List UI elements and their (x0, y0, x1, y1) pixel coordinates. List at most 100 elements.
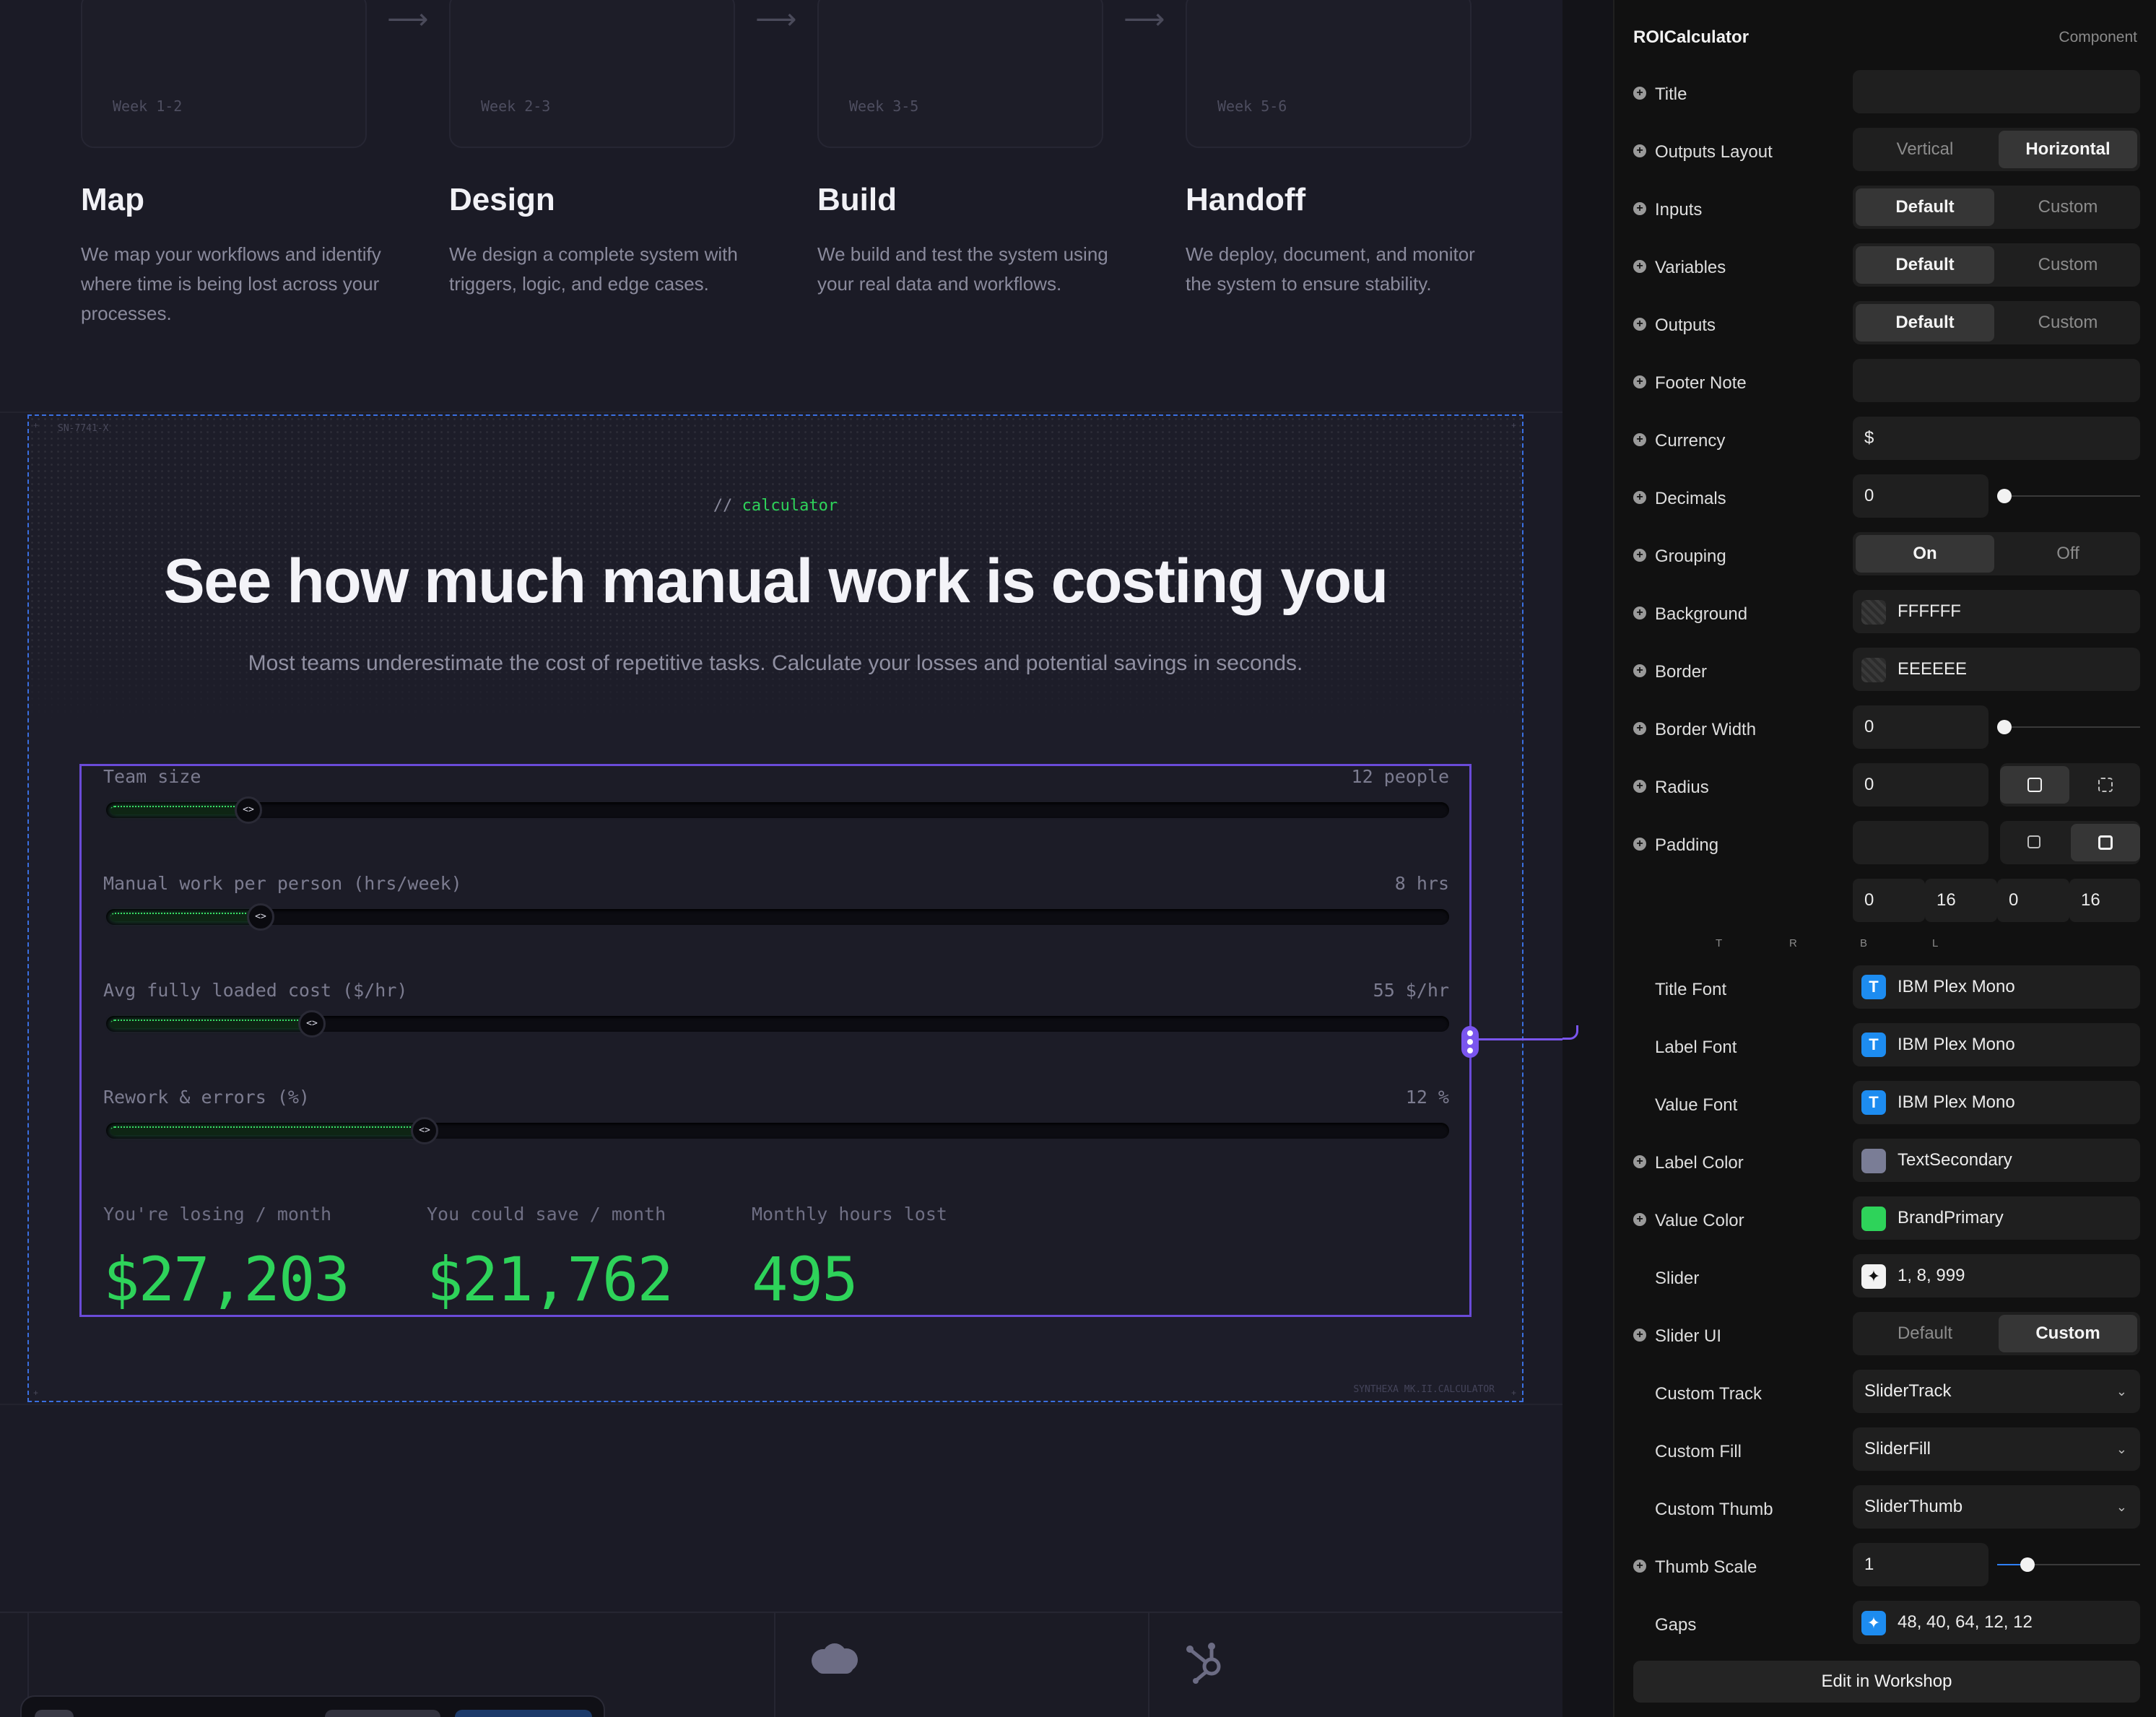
radius-input[interactable]: 0 (1853, 763, 1988, 807)
padding-bottom-input[interactable]: 0 (1997, 879, 2069, 922)
decimals-slider[interactable] (1997, 489, 2140, 503)
option-vertical[interactable]: Vertical (1896, 139, 1954, 159)
currency-input[interactable]: $ (1853, 417, 2140, 460)
outputs-toggle[interactable]: Default Custom (1853, 301, 2140, 344)
toolbar-button[interactable] (35, 1710, 74, 1717)
outputs-layout-toggle[interactable]: Vertical Horizontal (1853, 128, 2140, 171)
padding-input[interactable] (1853, 821, 1988, 864)
connection-handle[interactable] (1461, 1026, 1479, 1058)
custom-thumb-select[interactable]: SliderThumb ⌄ (1853, 1485, 2140, 1529)
individual-sides-button[interactable] (2071, 824, 2140, 861)
border-width-slider[interactable] (1997, 720, 2140, 734)
add-variable-icon[interactable]: + (1633, 664, 1646, 677)
individual-corners-button[interactable] (2071, 766, 2140, 804)
color-swatch[interactable] (1861, 658, 1886, 682)
custom-track-select[interactable]: SliderTrack ⌄ (1853, 1370, 2140, 1413)
add-variable-icon[interactable]: + (1633, 1329, 1646, 1342)
add-variable-icon[interactable]: + (1633, 260, 1646, 273)
padding-right-input[interactable]: 16 (1925, 879, 1997, 922)
title-input[interactable] (1853, 70, 2140, 113)
label-font-picker[interactable]: T IBM Plex Mono (1853, 1023, 2140, 1066)
thumb-scale-slider[interactable] (1997, 1557, 2140, 1572)
add-variable-icon[interactable]: + (1633, 202, 1646, 215)
variables-toggle[interactable]: Default Custom (1853, 243, 2140, 287)
edit-in-workshop-button[interactable]: Edit in Workshop (1633, 1661, 2140, 1703)
slider-fill (110, 1020, 312, 1028)
color-swatch[interactable] (1861, 600, 1886, 625)
color-swatch[interactable] (1861, 1207, 1886, 1231)
uniform-padding-button[interactable] (2000, 824, 2069, 861)
radius-mode-toggle[interactable] (2000, 763, 2140, 807)
decimals-input[interactable]: 0 (1853, 474, 1988, 518)
slider-values-input[interactable]: ✦ 1, 8, 999 (1853, 1254, 2140, 1297)
add-variable-icon[interactable]: + (1633, 722, 1646, 735)
footer-note-input[interactable] (1853, 359, 2140, 402)
color-swatch[interactable] (1861, 1149, 1886, 1173)
option-custom[interactable]: Custom (2038, 255, 2098, 274)
title-font-picker[interactable]: T IBM Plex Mono (1853, 965, 2140, 1009)
font-icon: T (1861, 975, 1886, 999)
value-font-picker[interactable]: T IBM Plex Mono (1853, 1081, 2140, 1124)
toolbar-primary-button[interactable] (455, 1710, 592, 1717)
toolbar-button[interactable] (325, 1710, 440, 1717)
slider-loaded-cost[interactable]: <> (106, 1010, 1449, 1038)
slider-knob[interactable] (2020, 1557, 2035, 1572)
gaps-input[interactable]: ✦ 48, 40, 64, 12, 12 (1853, 1601, 2140, 1644)
padding-left-input[interactable]: 16 (2069, 879, 2140, 922)
thumb-scale-input[interactable]: 1 (1853, 1543, 1988, 1586)
add-variable-icon[interactable]: + (1633, 318, 1646, 331)
slider-manual-work[interactable]: <> (106, 903, 1449, 931)
uniform-radius-button[interactable] (2000, 766, 2069, 804)
option-default[interactable]: Default (1856, 304, 1994, 342)
padding-mode-toggle[interactable] (2000, 821, 2140, 864)
add-variable-icon[interactable]: + (1633, 375, 1646, 388)
option-custom[interactable]: Custom (2038, 197, 2098, 217)
add-variable-icon[interactable]: + (1633, 838, 1646, 851)
option-default[interactable]: Default (1856, 188, 1994, 226)
border-width-input[interactable]: 0 (1853, 705, 1988, 749)
add-variable-icon[interactable]: + (1633, 1155, 1646, 1168)
eyebrow-accent: calculator (742, 497, 838, 515)
add-variable-icon[interactable]: + (1633, 491, 1646, 504)
custom-fill-select[interactable]: SliderFill ⌄ (1853, 1427, 2140, 1471)
add-variable-icon[interactable]: + (1633, 87, 1646, 100)
padding-top-input[interactable]: 0 (1853, 879, 1925, 922)
option-custom[interactable]: Custom (1999, 1315, 2137, 1352)
add-variable-icon[interactable]: + (1633, 549, 1646, 562)
slider-team-size[interactable]: <> (106, 796, 1449, 824)
option-on[interactable]: On (1856, 535, 1994, 573)
floating-toolbar[interactable] (20, 1695, 605, 1717)
option-horizontal[interactable]: Horizontal (1999, 131, 2137, 168)
roi-calculator[interactable]: Team size 12 people <> Manual work per p… (79, 764, 1472, 1317)
inputs-toggle[interactable]: Default Custom (1853, 186, 2140, 229)
slider-thumb[interactable]: <> (235, 796, 262, 824)
cloud-logo-icon (812, 1643, 858, 1674)
option-off[interactable]: Off (2056, 544, 2079, 563)
prop-label: Background (1655, 604, 1748, 624)
add-variable-icon[interactable]: + (1633, 1213, 1646, 1226)
option-custom[interactable]: Custom (2038, 313, 2098, 332)
padding-letter-top: T (1716, 937, 1723, 949)
add-variable-icon[interactable]: + (1633, 144, 1646, 157)
option-default[interactable]: Default (1897, 1323, 1953, 1343)
slider-rework[interactable]: <> (106, 1117, 1449, 1144)
slider-thumb[interactable]: <> (247, 903, 274, 931)
add-variable-icon[interactable]: + (1633, 780, 1646, 793)
border-color-input[interactable]: EEEEEE (1853, 648, 2140, 691)
slider-thumb[interactable]: <> (298, 1010, 326, 1038)
add-variable-icon[interactable]: + (1633, 607, 1646, 620)
padding-letter-bottom: B (1860, 937, 1868, 949)
slider-knob[interactable] (1997, 720, 2012, 734)
label-color-picker[interactable]: TextSecondary (1853, 1139, 2140, 1182)
slider-thumb[interactable]: <> (411, 1117, 438, 1144)
option-default[interactable]: Default (1856, 246, 1994, 284)
value-color-picker[interactable]: BrandPrimary (1853, 1196, 2140, 1240)
add-variable-icon[interactable]: + (1633, 433, 1646, 446)
prop-label: Value Color (1655, 1211, 1744, 1230)
background-color-input[interactable]: FFFFFF (1853, 590, 2140, 633)
slider-knob[interactable] (1997, 489, 2012, 503)
grouping-toggle[interactable]: On Off (1853, 532, 2140, 575)
slider-ui-toggle[interactable]: Default Custom (1853, 1312, 2140, 1355)
add-variable-icon[interactable]: + (1633, 1560, 1646, 1573)
design-canvas[interactable]: Week 1-2 Week 2-3 Week 3-5 Week 5-6 ⟶ ⟶ … (0, 0, 1562, 1717)
